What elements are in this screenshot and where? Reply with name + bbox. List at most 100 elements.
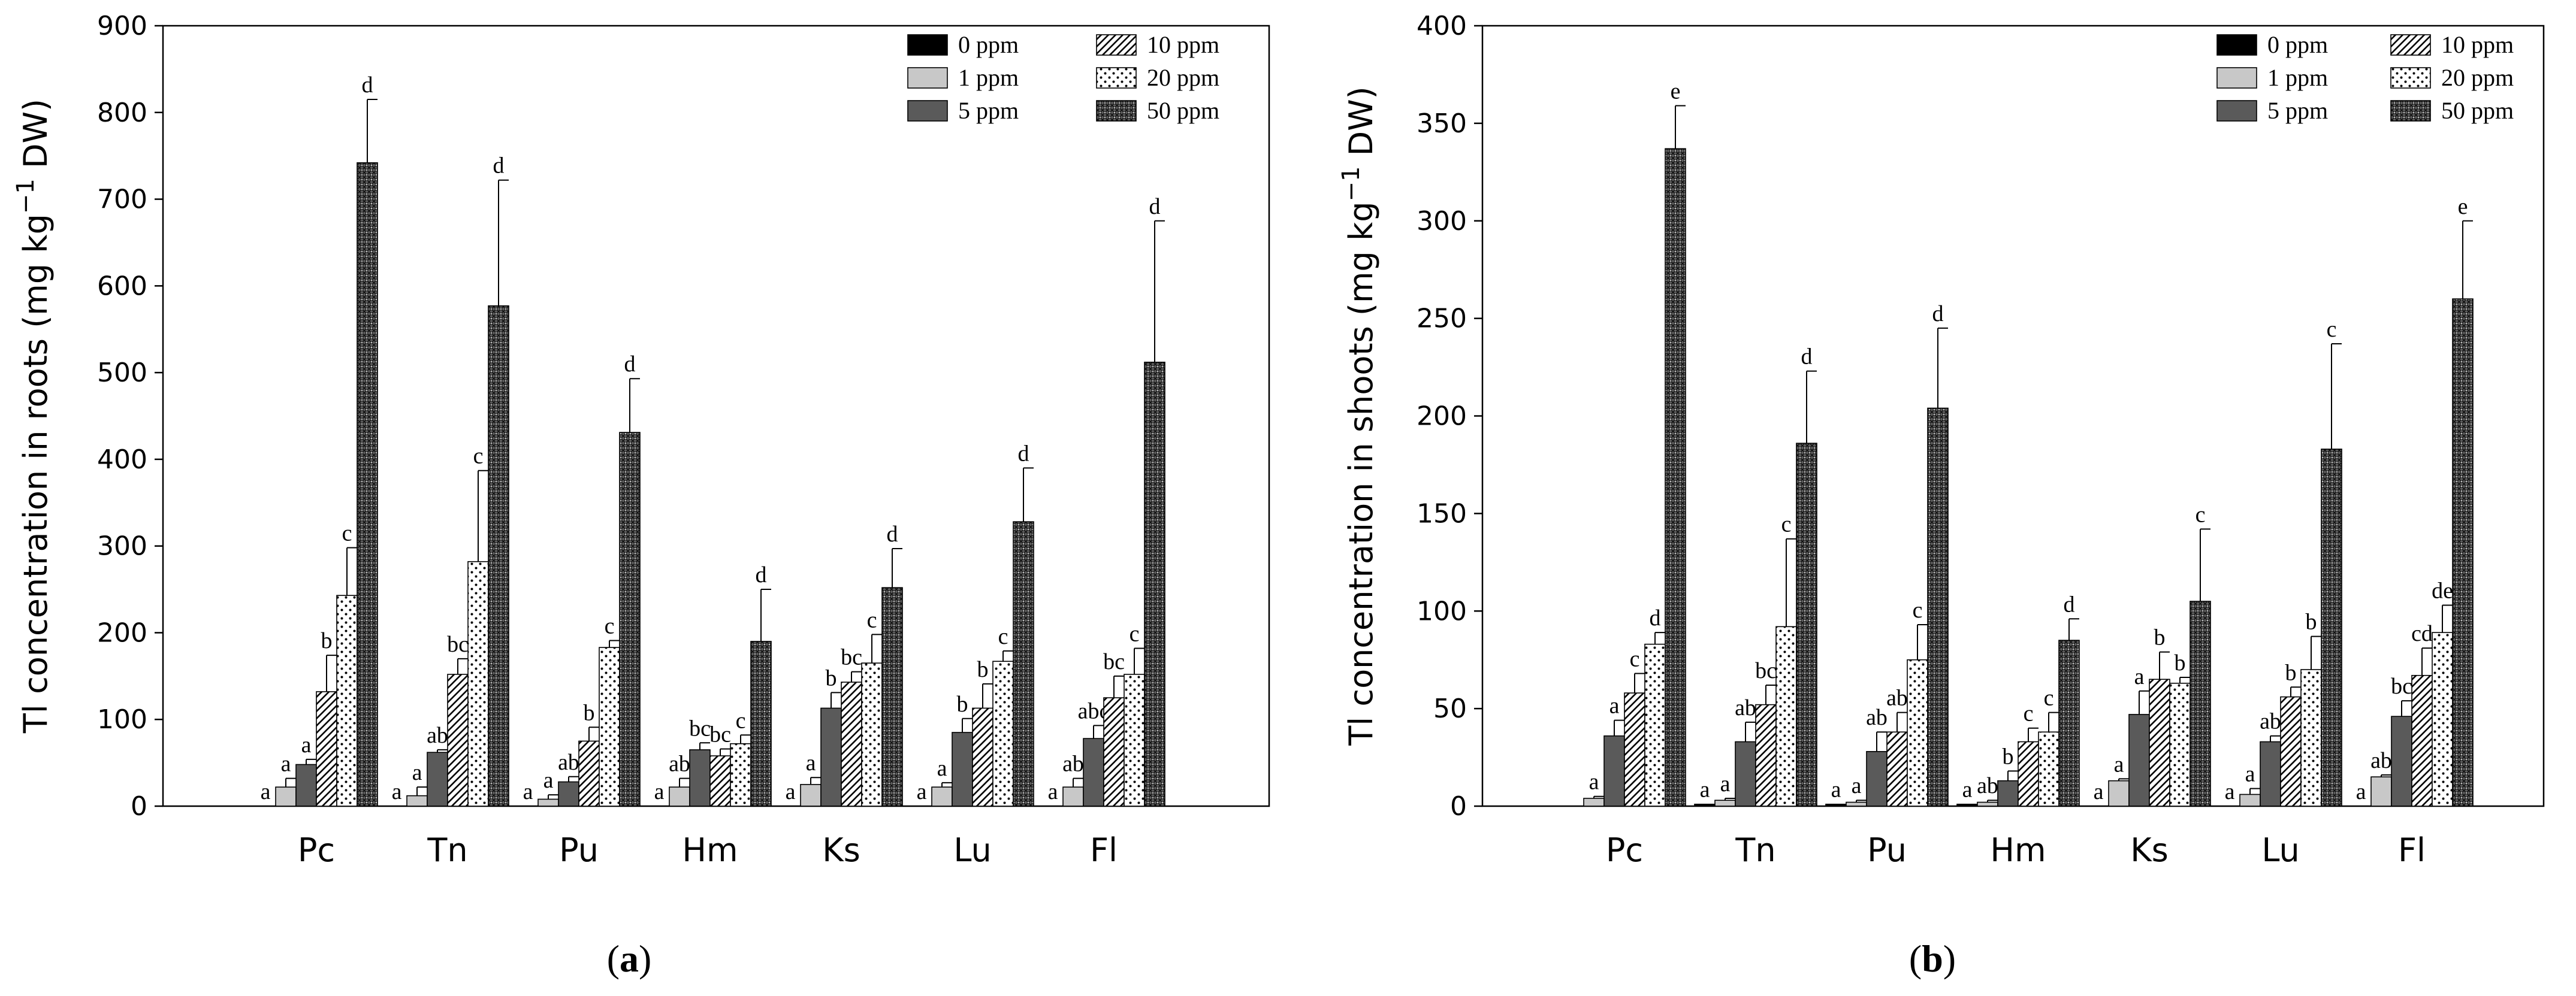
significance-letter: ab (2370, 748, 2392, 773)
bar (2370, 776, 2392, 807)
y-tick-label: 100 (1417, 596, 1467, 626)
significance-letter: c (867, 607, 877, 632)
y-axis-title-suffix: DW) (1342, 86, 1380, 166)
significance-letter: b (2175, 650, 2186, 676)
y-tick-label: 800 (97, 98, 147, 128)
bar (931, 786, 953, 807)
bar (447, 674, 469, 807)
legend-label: 20 ppm (2441, 64, 2514, 91)
y-tick-label: 200 (97, 617, 147, 648)
bar (1907, 659, 1928, 807)
y-tick-label: 400 (97, 444, 147, 475)
y-axis-title-prefix: Tl concentration in shoots (mg kg (1342, 201, 1380, 746)
bar (750, 641, 772, 807)
x-category-label: Ks (822, 831, 860, 869)
bar (2128, 714, 2150, 807)
significance-letter: b (826, 665, 837, 691)
legend-swatch (1096, 100, 1137, 122)
panel-label: (b) (1909, 937, 1956, 980)
bar (1013, 521, 1034, 807)
significance-letter: c (2024, 701, 2034, 726)
bar (1665, 148, 1686, 807)
bar (952, 732, 973, 807)
significance-letter: a (2225, 779, 2235, 804)
bar (2280, 696, 2302, 807)
legend-label: 50 ppm (1147, 97, 1219, 124)
bar (1714, 800, 1736, 807)
significance-letter: a (281, 752, 291, 777)
bar (1927, 407, 1949, 807)
x-category-label: Lu (2261, 831, 2299, 869)
significance-letter: b (584, 700, 595, 725)
chart-panel-shoots: 0 50 100 150 200 250 300 350 400 Tl concentration… (1337, 11, 2545, 980)
bar (1624, 692, 1645, 807)
y-tick-label: 50 (1433, 694, 1467, 724)
bar (972, 707, 993, 807)
significance-letter: a (1048, 779, 1058, 804)
bar (669, 786, 690, 807)
bar (800, 784, 822, 807)
significance-letter: a (543, 768, 554, 793)
bar (537, 798, 559, 807)
y-tick-label: 300 (97, 531, 147, 562)
significance-letter: d (1018, 441, 1029, 466)
significance-letter: d (756, 562, 767, 588)
legend: 0 ppm 1 ppm 5 ppm 10 ppm 20 ppm 50 ppm (907, 31, 1219, 124)
bar (1144, 361, 1165, 807)
significance-letter: ab (1977, 773, 1998, 798)
bar (599, 647, 620, 807)
chart-panel-roots: 0 100 200 300 400 500 600 700 800 900 Tl concentra… (12, 11, 1270, 980)
significance-letter: a (1831, 777, 1841, 803)
y-tick-label: 200 (1417, 401, 1467, 432)
bar (1124, 674, 1145, 807)
bar (1103, 697, 1125, 807)
bar (467, 561, 489, 807)
significance-letter: a (917, 779, 927, 804)
x-category-label: Lu (953, 831, 991, 869)
significance-letter: c (1630, 646, 1640, 671)
bar (558, 781, 579, 807)
significance-letter: c (998, 624, 1008, 649)
significance-letter: a (786, 779, 796, 804)
bar (427, 752, 448, 807)
bar (1846, 801, 1867, 807)
significance-letter: a (2245, 762, 2255, 787)
panel-label-open: ( (1909, 937, 1922, 980)
significance-letter: c (2044, 686, 2054, 711)
bar (1977, 801, 1998, 807)
significance-letter: d (1801, 344, 1813, 370)
bar (1735, 741, 1756, 807)
significance-letter: d (624, 352, 636, 377)
x-category-label: Pu (559, 831, 599, 869)
significance-letter: a (1700, 777, 1710, 803)
significance-letter: b (2306, 610, 2317, 635)
bar (1694, 803, 1716, 807)
bar (881, 587, 903, 807)
legend-label: 5 ppm (2267, 97, 2328, 124)
bar (1583, 798, 1605, 807)
significance-letter: a (412, 760, 422, 785)
y-tick-label: 700 (97, 184, 147, 215)
x-category-label: Tn (427, 831, 467, 869)
bar (2452, 298, 2474, 807)
significance-letter: bc (709, 722, 731, 747)
significance-letter: c (605, 613, 615, 638)
legend-label: 0 ppm (958, 31, 1019, 58)
bar (316, 691, 337, 807)
bar (709, 755, 731, 807)
y-tick-label: 100 (97, 704, 147, 735)
legend-swatch (2390, 100, 2431, 122)
bar (2411, 674, 2433, 807)
significance-letter: c (2327, 317, 2337, 342)
legend-swatch (2216, 67, 2257, 89)
bar (1603, 735, 1625, 807)
bar (1796, 443, 1817, 807)
y-tick-label: 250 (1417, 304, 1467, 334)
significance-letter: b (321, 628, 333, 653)
y-axis-title: Tl concentration in roots (mg kg−1 DW) (12, 99, 55, 734)
significance-letter: a (1609, 694, 1620, 719)
significance-letter: a (654, 779, 665, 804)
bar (2300, 669, 2322, 807)
x-category-label: Tn (1735, 831, 1775, 869)
